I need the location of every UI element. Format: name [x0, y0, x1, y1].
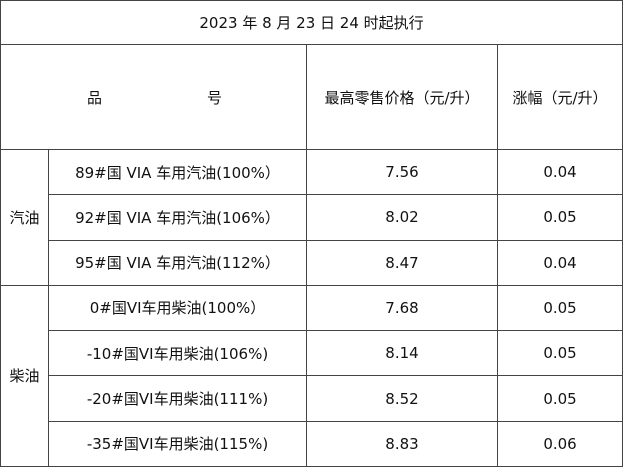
- change-value: 0.05: [496, 330, 623, 377]
- change-value: 0.06: [496, 420, 623, 468]
- product-name: 89#国 VIA 车用汽油(100%）: [48, 148, 307, 196]
- category-gasoline: 汽油: [0, 148, 49, 286]
- change-value: 0.04: [496, 239, 623, 286]
- table-row: -20#国VI车用柴油(111%) 8.52 0.05: [1, 375, 623, 422]
- product-header-part2: 号: [207, 88, 223, 107]
- product-header-part1: 品: [87, 88, 103, 107]
- header-row: 品号 最高零售价格（元/升） 涨幅（元/升）: [0, 44, 623, 150]
- price-value: 8.83: [306, 420, 498, 468]
- price-value: 7.68: [306, 284, 498, 332]
- table-row: 92#国 VIA 车用汽油(106%） 8.02 0.05: [1, 194, 623, 241]
- price-value: 7.56: [306, 148, 498, 196]
- price-value: 8.47: [306, 239, 498, 286]
- category-diesel: 柴油: [0, 284, 49, 468]
- product-name: 0#国VI车用柴油(100%）: [48, 284, 307, 332]
- table-row: -35#国VI车用柴油(115%) 8.83 0.06: [1, 420, 623, 468]
- price-value: 8.02: [306, 194, 498, 241]
- change-value: 0.05: [496, 375, 623, 422]
- table-title: 2023 年 8 月 23 日 24 时起执行: [0, 0, 623, 46]
- table-row: 柴油 0#国VI车用柴油(100%） 7.68 0.05: [0, 284, 623, 468]
- table-row: 汽油 89#国 VIA 车用汽油(100%） 7.56 0.04: [0, 148, 623, 286]
- price-value: 8.14: [306, 330, 498, 377]
- table-row: -10#国VI车用柴油(106%) 8.14 0.05: [1, 330, 623, 377]
- product-name: -10#国VI车用柴油(106%): [48, 330, 307, 377]
- change-value: 0.05: [496, 194, 623, 241]
- product-name: -20#国VI车用柴油(111%): [48, 375, 307, 422]
- product-name: -35#国VI车用柴油(115%): [48, 420, 307, 468]
- change-header: 涨幅（元/升）: [496, 44, 623, 150]
- table-row: 95#国 VIA 车用汽油(112%） 8.47 0.04: [1, 239, 623, 286]
- price-value: 8.52: [306, 375, 498, 422]
- title-row: 2023 年 8 月 23 日 24 时起执行: [0, 0, 623, 46]
- change-value: 0.05: [496, 284, 623, 332]
- change-value: 0.04: [496, 148, 623, 196]
- product-name: 92#国 VIA 车用汽油(106%）: [48, 194, 307, 241]
- price-header: 最高零售价格（元/升）: [306, 44, 498, 150]
- product-name: 95#国 VIA 车用汽油(112%）: [48, 239, 307, 286]
- product-name-header: 品号: [0, 44, 307, 150]
